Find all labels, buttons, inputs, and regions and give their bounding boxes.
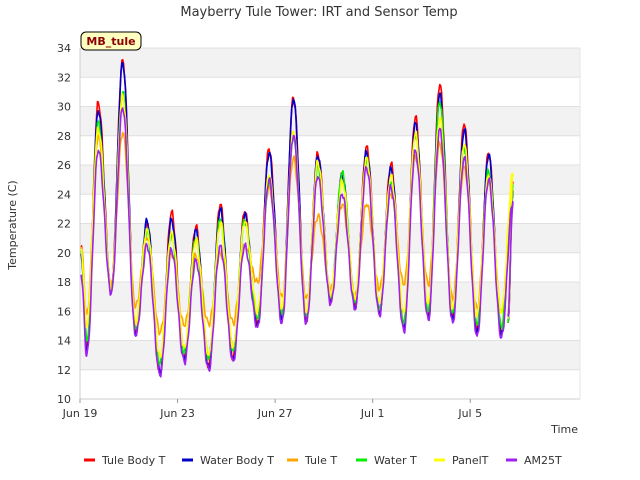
y-axis-label: Temperature (C)	[6, 180, 19, 270]
y-tick-label: 32	[57, 71, 71, 84]
chart-title: Mayberry Tule Tower: IRT and Sensor Temp	[180, 5, 457, 20]
y-tick-label: 26	[57, 159, 71, 172]
y-tick-label: 20	[57, 247, 71, 260]
y-tick-label: 30	[57, 101, 71, 114]
series-line-am25t	[80, 107, 514, 378]
y-tick-label: 12	[57, 364, 71, 377]
axes	[79, 48, 581, 400]
station-label-box: MB_tule	[80, 31, 142, 51]
station-label: MB_tule	[86, 35, 135, 48]
series-lines	[80, 58, 514, 378]
x-tick-label: Jun 19	[62, 407, 98, 420]
x-tick-label: Jul 5	[457, 407, 482, 420]
legend-label: PanelT	[452, 454, 489, 467]
legend-label: Tule Body T	[101, 454, 166, 467]
y-tick-label: 10	[57, 393, 71, 406]
legend-label: Water T	[374, 454, 417, 467]
y-tick-label: 16	[57, 305, 71, 318]
x-axis-label: Time	[550, 423, 578, 436]
y-tick-label: 34	[57, 42, 71, 55]
y-tick-label: 24	[57, 188, 71, 201]
legend: Tule Body T Water Body T Tule T Water T Pane…	[84, 454, 562, 467]
plot-band	[80, 48, 580, 78]
y-tick-labels: 10 12 14 16 18 20 22 24 26 28 30 32 34	[57, 42, 71, 406]
x-tick-label: Jun 27	[257, 407, 293, 420]
x-tick-label: Jul 1	[360, 407, 385, 420]
y-tick-label: 22	[57, 218, 71, 231]
y-tick-label: 28	[57, 130, 71, 143]
x-tick-label: Jun 23	[159, 407, 195, 420]
legend-label: Tule T	[304, 454, 337, 467]
legend-label: AM25T	[524, 454, 562, 467]
y-tick-label: 18	[57, 276, 71, 289]
plot-band	[80, 165, 580, 195]
x-tick-labels: Jun 19 Jun 23 Jun 27 Jul 1 Jul 5	[62, 399, 482, 420]
legend-label: Water Body T	[200, 454, 274, 467]
plot-band	[80, 106, 580, 136]
y-tick-label: 14	[57, 335, 71, 348]
plot-band	[80, 223, 580, 253]
